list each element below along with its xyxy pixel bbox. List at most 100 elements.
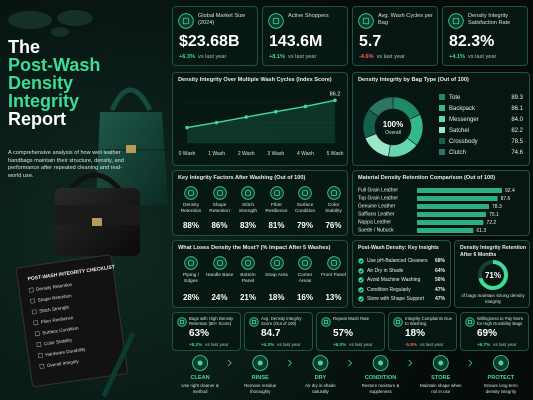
icon-glyph (395, 319, 401, 325)
icon-glyph (330, 260, 337, 266)
icon-ring (393, 317, 403, 327)
change: +4.3% (261, 342, 275, 347)
icon (241, 256, 255, 270)
chart-title: Density Integrity Over Multiple Wash Cyc… (178, 77, 332, 83)
checkbox (30, 298, 36, 304)
item-value: 24% (211, 293, 228, 302)
change-row: +5.2% vs last year (189, 342, 228, 347)
change: +5.2% (189, 342, 203, 347)
icon-glyph (272, 17, 280, 25)
item-label: Density Retention (180, 203, 202, 214)
icon-ring (326, 186, 341, 200)
step-title: RINSE (252, 375, 269, 381)
line-card: Density Integrity Over Multiple Wash Cyc… (172, 72, 348, 166)
kpi-value: 143.6M (269, 33, 323, 50)
item-value: 79% (296, 221, 313, 230)
legend-label: Satchel (449, 128, 469, 134)
icon-glyph (452, 17, 460, 25)
icon-glyph (330, 190, 337, 196)
checklist-item: Shape Retention (37, 293, 72, 303)
change-row: +8.1% vs last year (269, 54, 316, 60)
x-tick-label: 4 Wash (297, 151, 314, 157)
title-line: Integrity (8, 91, 80, 111)
checklist-item: Surface Condition (42, 325, 79, 335)
bottom-kpi-card: Willingness to Pay More for High Durabil… (460, 312, 529, 351)
section-title: What Loses Density the Most? (% Impact A… (178, 245, 331, 251)
icon-glyph (251, 319, 257, 325)
donut-card: Density Integrity by Bag Type (Out of 10… (352, 72, 530, 166)
icon (212, 186, 227, 200)
bottom-kpi-card: Bags with High Density Retention (80+ Sc… (172, 312, 241, 351)
step-text: Use right cleaner & method (181, 383, 219, 394)
bar (417, 188, 503, 193)
y-tick-label: Saffiano Leather (358, 212, 395, 218)
value-label: 75.1 (489, 212, 499, 218)
value-label: 87.6 (501, 196, 511, 202)
section-title: Key Integrity Factors After Washing (Out… (178, 175, 306, 181)
y-tick-label: Full Grain Leather (358, 188, 398, 194)
title-line: Density (8, 73, 74, 93)
change: +8.1% (269, 54, 286, 60)
change-note: vs last year (277, 342, 301, 347)
icon-ring (298, 186, 312, 200)
report-title: The Post-Wash Density Integrity Report (8, 38, 100, 128)
insight-label: Use pH-Balanced Cleaners (367, 258, 428, 264)
step-title: DRY (315, 375, 327, 381)
item-value: 16% (296, 293, 313, 302)
world-map (8, 10, 93, 37)
legend-label: Crossbody (449, 139, 478, 145)
icon (184, 186, 198, 200)
item-label: Strap Area (265, 273, 288, 278)
icon-glyph (182, 17, 190, 25)
item-label: Piping / Edges (183, 273, 199, 284)
change-note: vs last year (205, 342, 229, 347)
change-row: +6.3% vs last year (179, 54, 226, 60)
line-point (303, 104, 308, 109)
item-label: Front Panel (321, 273, 346, 278)
value-label: 72.2 (486, 220, 496, 226)
icon (326, 256, 341, 270)
change-row: -4.6% vs last year (359, 54, 405, 60)
bar (417, 228, 474, 233)
icon (212, 256, 227, 270)
donut-center-label: Overall (385, 130, 401, 136)
icon (241, 186, 255, 200)
line-area (187, 100, 335, 143)
checkbox (31, 309, 37, 315)
kpi-card: Density Integrity Satisfaction Rate 82.3%… (442, 6, 528, 66)
icon-ring (178, 13, 194, 29)
icon-ring (448, 13, 464, 29)
insight-value: 68% (434, 258, 445, 264)
icon (269, 256, 284, 270)
step-text: Remove residue thoroughly (244, 383, 277, 394)
material-card: Material Density Retention Comparison (O… (352, 170, 530, 236)
kpi-label: Density Integrity Satisfaction Rate (468, 13, 511, 26)
change: +6.3% (179, 54, 196, 60)
check-icon (358, 296, 364, 302)
step-title: CLEAN (190, 375, 209, 381)
legend-swatch (439, 116, 445, 122)
icon-glyph (245, 260, 251, 266)
chart-title: Material Density Retention Comparison (O… (358, 175, 496, 181)
donut-chart: Tote 89.3 Backpack 86.1 Messenger 84.0 Satchel… (362, 94, 524, 158)
item-label: Handle Base (205, 273, 234, 278)
line-point (214, 120, 219, 125)
value-label: 61.3 (476, 228, 486, 234)
title-line: Post-Wash (8, 55, 101, 75)
line-point (274, 109, 278, 114)
icon (178, 13, 194, 29)
y-tick-label: Suede / Nubuck (358, 228, 394, 234)
icon-glyph (245, 190, 251, 196)
checklist-item: Stitch Strength (39, 304, 70, 313)
kpi-value: 18% (405, 328, 426, 339)
line-chart: 0 Wash 1 Wash 2 Wash 3 Wash 4 Wash 5 Wash 86.2 (179, 91, 344, 157)
x-tick-label: 2 Wash (238, 151, 255, 157)
checkbox (28, 287, 34, 293)
check-icon (358, 267, 364, 274)
legend-swatch (439, 105, 445, 111)
change-row: +4.1% vs last year (449, 54, 496, 60)
icon-ring (177, 317, 187, 327)
icon (358, 13, 374, 29)
legend-swatch (439, 94, 445, 100)
